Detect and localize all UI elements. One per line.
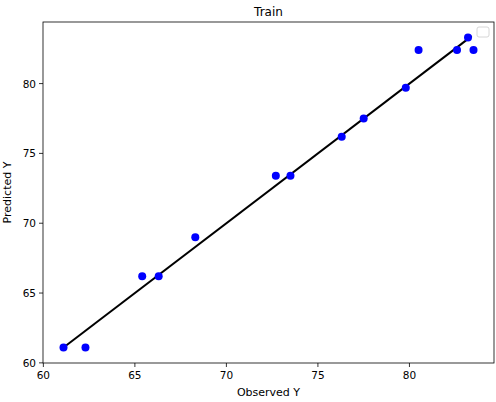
x-tick: [226, 363, 227, 367]
point: [360, 114, 368, 122]
point: [138, 272, 146, 280]
x-tick: [317, 363, 318, 367]
y-tick: [39, 223, 43, 224]
x-tick: [43, 363, 44, 367]
y-tick-label: 65: [23, 287, 36, 299]
y-tick: [39, 293, 43, 294]
point: [402, 84, 410, 92]
chart-root: Train 60 65 70 75 80 60 65 70 75 80 Observed Y Predi…: [0, 0, 496, 402]
y-tick: [39, 83, 43, 84]
y-tick: [39, 153, 43, 154]
x-axis-label: Observed Y: [237, 386, 300, 399]
y-axis-label: Predicted Y: [1, 161, 14, 223]
y-tick-label: 75: [23, 147, 36, 159]
point: [415, 46, 423, 54]
x-tick: [409, 363, 410, 367]
point: [464, 34, 472, 42]
x-tick: [134, 363, 135, 367]
fit-line: [64, 36, 472, 347]
x-tick-label: 60: [37, 369, 50, 381]
chart: Train 60 65 70 75 80 60 65 70 75 80 Observed Y Predi…: [0, 0, 496, 402]
y-tick-label: 80: [23, 78, 36, 90]
x-tick-label: 80: [403, 369, 416, 381]
point: [338, 133, 346, 141]
point: [191, 233, 199, 241]
x-tick-label: 75: [311, 369, 324, 381]
point: [272, 172, 280, 180]
plot-data: [60, 34, 478, 352]
x-tick-label: 65: [128, 369, 141, 381]
y-tick-label: 70: [23, 217, 36, 229]
title: Train: [253, 5, 283, 19]
point: [453, 46, 461, 54]
point: [60, 344, 68, 352]
point: [286, 172, 294, 180]
x-tick-label: 70: [220, 369, 233, 381]
y-tick-label: 60: [23, 357, 36, 369]
y-tick: [39, 362, 43, 363]
point: [470, 46, 478, 54]
plot-frame: [43, 22, 494, 363]
point: [81, 344, 89, 352]
legend-box: [477, 27, 489, 37]
point: [155, 272, 163, 280]
